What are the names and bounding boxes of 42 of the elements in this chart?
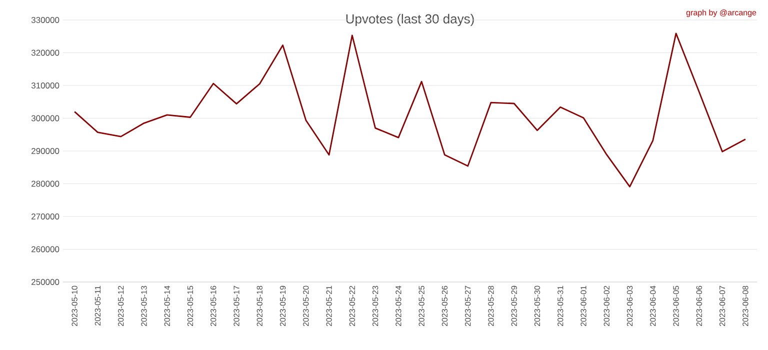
chart-title: Upvotes (last 30 days) <box>346 14 474 26</box>
x-tick-label: 2023-06-05 <box>673 286 679 326</box>
x-tick-label: 2023-06-08 <box>742 286 748 326</box>
y-tick-label: 280000 <box>32 180 60 187</box>
x-tick-label: 2023-05-17 <box>234 286 240 326</box>
x-tick-label: 2023-05-30 <box>534 286 540 326</box>
y-tick-label: 300000 <box>31 115 60 122</box>
x-tick-label: 2023-05-24 <box>396 286 402 326</box>
x-tick-label: 2023-05-21 <box>326 286 332 326</box>
x-tick-label: 2023-05-18 <box>256 286 262 326</box>
x-tick-label: 2023-06-04 <box>650 286 656 326</box>
y-tick-label: 260000 <box>32 246 60 252</box>
x-tick-label: 2023-05-13 <box>141 286 147 326</box>
x-tick-label: 2023-05-11 <box>94 286 101 326</box>
x-tick-label: 2023-05-25 <box>418 286 424 326</box>
x-tick-label: 2023-05-26 <box>442 286 448 326</box>
x-tick-label: 2023-05-10 <box>72 286 78 326</box>
x-tick-label: 2023-06-06 <box>696 286 702 326</box>
x-tick-label: 2023-05-29 <box>511 286 517 326</box>
y-tick-label: 320000 <box>31 50 60 56</box>
y-tick-label: 330000 <box>31 16 60 23</box>
x-tick-label: 2023-05-20 <box>303 286 309 326</box>
x-tick-label: 2023-05-27 <box>465 286 471 326</box>
y-tick-label: 270000 <box>32 213 60 220</box>
y-tick-label: 310000 <box>31 82 60 88</box>
x-tick-label: 2023-05-19 <box>280 286 286 326</box>
y-tick-label: 290000 <box>32 148 60 154</box>
x-tick-label: 2023-05-15 <box>187 286 194 326</box>
x-tick-label: 2023-05-14 <box>164 286 170 326</box>
y-tick-label: 250000 <box>32 278 60 285</box>
x-tick-label: 2023-06-01 <box>580 286 586 326</box>
x-tick-label: 2023-05-22 <box>349 286 356 326</box>
x-tick-label: 2023-05-28 <box>488 286 494 326</box>
text: graph by @arcange <box>686 10 756 17</box>
x-tick-label: 2023-06-07 <box>719 286 726 326</box>
line-series <box>74 32 746 188</box>
x-tick-label: 2023-05-12 <box>118 286 124 326</box>
x-tick-label: 2023-06-02 <box>604 286 610 326</box>
x-tick-label: 2023-05-31 <box>558 286 564 326</box>
x-tick-label: 2023-06-03 <box>626 286 633 326</box>
x-tick-label: 2023-05-16 <box>210 286 216 326</box>
x-tick-label: 2023-05-23 <box>372 286 378 326</box>
